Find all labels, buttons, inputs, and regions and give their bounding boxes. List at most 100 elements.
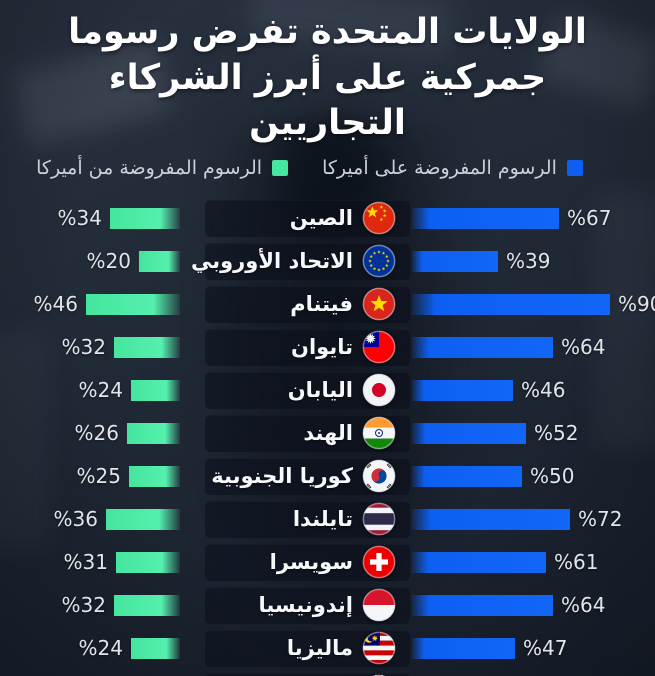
country-label: إندونيسيا xyxy=(258,593,353,617)
country-band: ماليزيا xyxy=(205,629,410,667)
country-label: تايوان xyxy=(291,335,353,359)
tariff-from-america-value: %46 xyxy=(33,292,78,316)
tariff-on-america-bar xyxy=(412,250,498,272)
tariff-on-america-bar xyxy=(412,422,526,444)
tariff-on-america-value: %39 xyxy=(506,249,551,273)
tariff-on-america-bar xyxy=(412,594,553,616)
country-band: سويسرا xyxy=(205,543,410,581)
tariff-from-america-cell: %26 xyxy=(0,412,205,455)
tariff-on-america-value: %47 xyxy=(523,636,568,660)
country-band: تايوان xyxy=(205,328,410,366)
tariff-on-america-value: %90 xyxy=(618,292,655,316)
tariff-from-america-value: %32 xyxy=(61,335,106,359)
tariff-on-america-cell: %52 xyxy=(410,412,655,455)
country-band: كوريا الجنوبية xyxy=(205,457,410,495)
flag-japan-icon xyxy=(362,373,396,407)
chart-row: %32 إندونيسيا %64 xyxy=(0,584,655,627)
tariff-on-america-cell: %61 xyxy=(410,541,655,584)
tariff-on-america-cell: %67 xyxy=(410,197,655,240)
page-title: الولايات المتحدة تفرض رسوما جمركية على أ… xyxy=(68,12,587,143)
tariff-from-america-bar xyxy=(127,422,180,444)
legend-label-from-america: الرسوم المفروضة من أميركا xyxy=(36,156,263,179)
country-band: اليابان xyxy=(205,371,410,409)
country-band: الصين xyxy=(205,199,410,237)
tariff-on-america-bar xyxy=(412,379,513,401)
tariff-on-america-cell: %72 xyxy=(410,498,655,541)
country-band: تايلندا xyxy=(205,500,410,538)
tariff-on-america-value: %52 xyxy=(534,421,579,445)
tariff-from-america-cell: %20 xyxy=(0,240,205,283)
tariff-on-america-bar xyxy=(412,293,610,315)
tariff-from-america-bar xyxy=(106,508,180,530)
tariff-from-america-value: %32 xyxy=(61,593,106,617)
tariff-from-america-cell: %32 xyxy=(0,326,205,369)
tariff-from-america-cell: %36 xyxy=(0,498,205,541)
country-label: كوريا الجنوبية xyxy=(211,464,353,488)
flag-malaysia-icon xyxy=(362,631,396,665)
chart-row: %36 تايلندا %72 xyxy=(0,498,655,541)
country-label: ماليزيا xyxy=(286,636,353,660)
country-band: فيتنام xyxy=(205,285,410,323)
flag-taiwan-icon xyxy=(362,330,396,364)
country-label: تايلندا xyxy=(292,507,353,531)
country-band: الهند xyxy=(205,414,410,452)
chart-row: %10 بريطانيا %10 xyxy=(0,670,655,676)
tariff-on-america-value: %64 xyxy=(561,593,606,617)
tariff-from-america-value: %26 xyxy=(74,421,119,445)
tariff-on-america-bar xyxy=(412,508,570,530)
tariff-on-america-cell: %47 xyxy=(410,627,655,670)
country-label: سويسرا xyxy=(269,550,353,574)
tariff-from-america-value: %25 xyxy=(76,464,121,488)
flag-south-korea-icon xyxy=(362,459,396,493)
country-label: الاتحاد الأوروبي xyxy=(191,249,353,273)
tariff-on-america-bar xyxy=(412,551,546,573)
tariff-on-america-cell: %46 xyxy=(410,369,655,412)
tariff-on-america-cell: %64 xyxy=(410,584,655,627)
flag-indonesia-icon xyxy=(362,588,396,622)
chart-row: %24 ماليزيا %47 xyxy=(0,627,655,670)
tariff-from-america-bar xyxy=(116,551,180,573)
tariff-from-america-bar xyxy=(114,594,180,616)
tariff-from-america-cell: %25 xyxy=(0,455,205,498)
country-band: بريطانيا xyxy=(205,672,410,676)
tariff-from-america-cell: %10 xyxy=(0,670,205,676)
flag-thailand-icon xyxy=(362,502,396,536)
tariff-on-america-bar xyxy=(412,207,559,229)
tariff-on-america-cell: %64 xyxy=(410,326,655,369)
tariff-from-america-cell: %24 xyxy=(0,627,205,670)
legend-green-swatch-icon xyxy=(272,159,289,176)
chart-rows: %34 الصين %67 %20 الاتحاد الأوروبي %39 %… xyxy=(0,197,655,676)
tariff-from-america-cell: %34 xyxy=(0,197,205,240)
tariff-from-america-cell: %24 xyxy=(0,369,205,412)
chart-row: %46 فيتنام %90 xyxy=(0,283,655,326)
flag-eu-icon xyxy=(362,244,396,278)
tariff-on-america-value: %50 xyxy=(530,464,575,488)
flag-india-icon xyxy=(362,416,396,450)
tariff-on-america-cell: %39 xyxy=(410,240,655,283)
chart-row: %32 تايوان %64 xyxy=(0,326,655,369)
chart-row: %31 سويسرا %61 xyxy=(0,541,655,584)
country-label: الهند xyxy=(303,421,353,445)
tariff-from-america-bar xyxy=(110,207,180,229)
legend-blue-swatch-icon xyxy=(566,159,583,176)
country-label: اليابان xyxy=(287,378,353,402)
tariff-from-america-value: %24 xyxy=(78,636,123,660)
chart-row: %34 الصين %67 xyxy=(0,197,655,240)
tariff-on-america-bar xyxy=(412,637,515,659)
flag-uk-icon xyxy=(362,674,396,676)
tariff-on-america-value: %64 xyxy=(561,335,606,359)
chart-row: %26 الهند %52 xyxy=(0,412,655,455)
chart-row: %25 كوريا الجنوبية %50 xyxy=(0,455,655,498)
tariff-from-america-value: %34 xyxy=(57,206,102,230)
tariff-on-america-bar xyxy=(412,465,522,487)
tariff-from-america-cell: %32 xyxy=(0,584,205,627)
legend: الرسوم المفروضة على أميركا الرسوم المفرو… xyxy=(0,157,637,179)
tariff-on-america-value: %46 xyxy=(521,378,566,402)
tariff-from-america-value: %31 xyxy=(63,550,108,574)
tariff-from-america-value: %24 xyxy=(78,378,123,402)
legend-item-from-america: الرسوم المفروضة من أميركا xyxy=(36,156,289,179)
tariff-from-america-bar xyxy=(131,379,180,401)
flag-vietnam-icon xyxy=(362,287,396,321)
flag-switzerland-icon xyxy=(362,545,396,579)
